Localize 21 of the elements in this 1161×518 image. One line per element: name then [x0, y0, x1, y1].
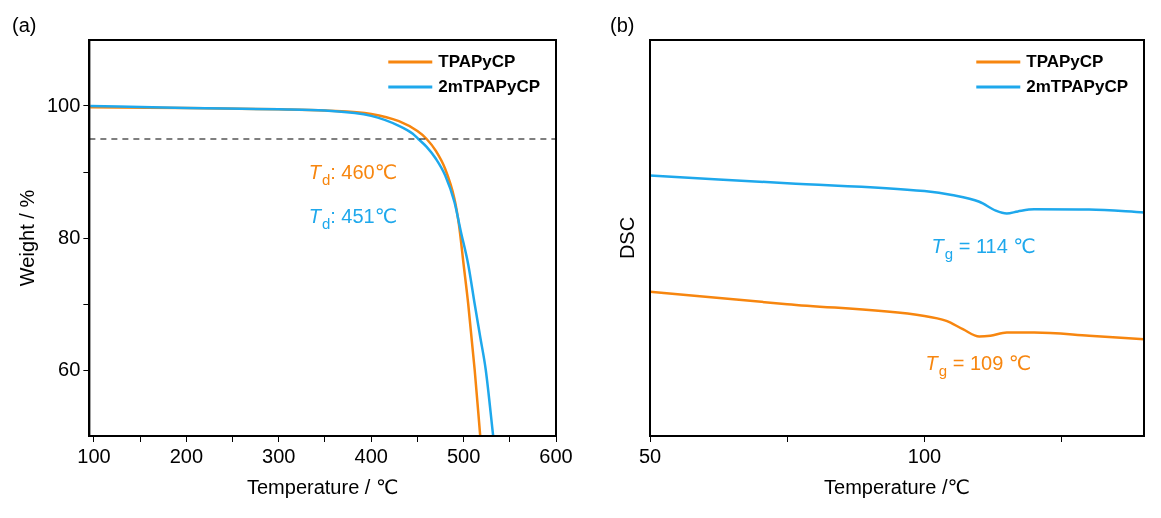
x-tick-label: 200 — [169, 444, 204, 467]
y-tick-label: 80 — [58, 225, 81, 248]
x-axis-title: Temperature /℃ — [824, 475, 970, 498]
legend-label: TPAPyCP — [1026, 51, 1104, 71]
x-tick-label: 400 — [354, 444, 388, 467]
y-tick-label: 100 — [46, 93, 81, 116]
chart-title: (b) — [610, 14, 635, 36]
y-tick-label: 60 — [58, 357, 81, 380]
x-tick-label: 300 — [262, 444, 296, 467]
legend-label: 2mTPAPyCP — [1026, 76, 1128, 96]
x-tick-label: 500 — [446, 444, 481, 467]
chart-title: (a) — [12, 14, 37, 36]
legend-label: TPAPyCP — [438, 51, 516, 71]
x-tick-label: 100 — [77, 444, 111, 467]
x-axis-title: Temperature / ℃ — [246, 475, 399, 498]
x-tick-label: 50 — [638, 444, 662, 467]
y-axis-title: Weight / % — [15, 189, 38, 287]
x-tick-label: 100 — [907, 444, 942, 467]
x-tick-label: 600 — [539, 444, 573, 467]
y-axis-title: DSC — [615, 216, 638, 260]
legend-label: 2mTPAPyCP — [438, 76, 540, 96]
